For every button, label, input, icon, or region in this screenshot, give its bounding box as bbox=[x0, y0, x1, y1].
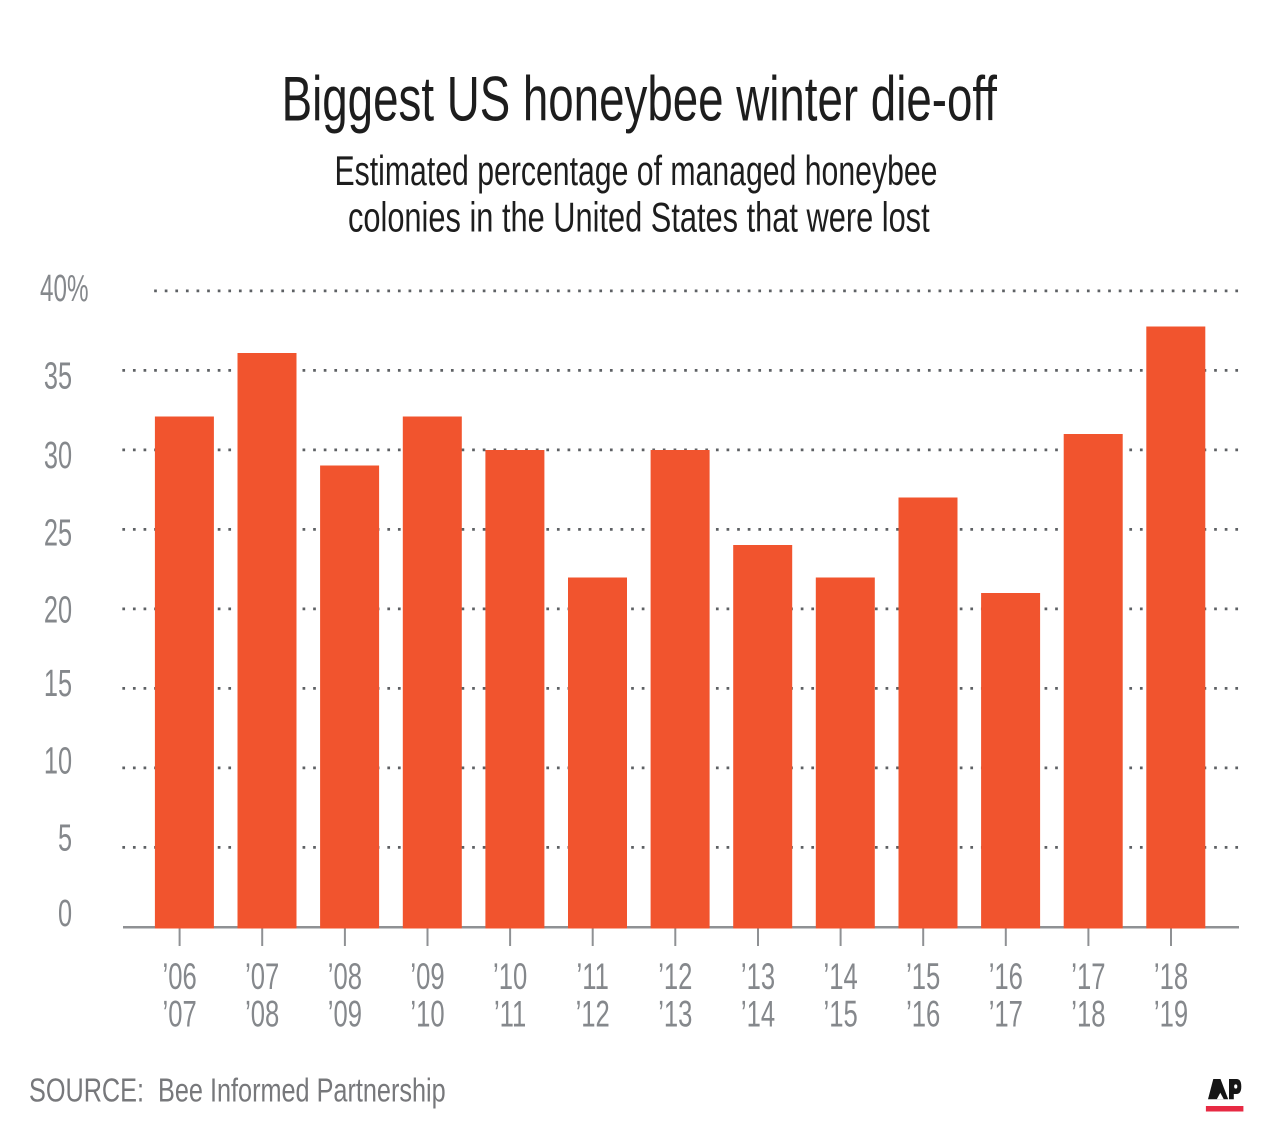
svg-text:’17: ’17 bbox=[1071, 955, 1105, 997]
svg-text:0: 0 bbox=[58, 892, 72, 934]
svg-text:’14: ’14 bbox=[823, 955, 857, 997]
svg-text:’07: ’07 bbox=[245, 955, 279, 997]
svg-text:’10: ’10 bbox=[493, 955, 527, 997]
svg-text:’13: ’13 bbox=[741, 955, 775, 997]
svg-text:’08: ’08 bbox=[328, 955, 362, 997]
svg-text:’17: ’17 bbox=[989, 993, 1023, 1035]
svg-text:30: 30 bbox=[44, 434, 72, 476]
svg-text:’19: ’19 bbox=[1154, 993, 1188, 1035]
svg-text:’18: ’18 bbox=[1071, 993, 1105, 1035]
svg-text:20: 20 bbox=[44, 588, 72, 630]
svg-text:’10: ’10 bbox=[410, 993, 444, 1035]
svg-text:15: 15 bbox=[44, 662, 72, 704]
svg-text:’12: ’12 bbox=[658, 955, 692, 997]
svg-text:’13: ’13 bbox=[658, 993, 692, 1035]
svg-text:colonies in the United States: colonies in the United States that were … bbox=[348, 194, 930, 241]
svg-text:’08: ’08 bbox=[245, 993, 279, 1035]
svg-text:’16: ’16 bbox=[906, 993, 940, 1035]
svg-text:’11: ’11 bbox=[577, 955, 609, 997]
svg-text:40%: 40% bbox=[40, 266, 89, 309]
svg-text:5: 5 bbox=[58, 816, 72, 858]
svg-text:’12: ’12 bbox=[576, 993, 610, 1035]
svg-text:35: 35 bbox=[44, 354, 72, 396]
svg-text:Biggest US honeybee winter die: Biggest US honeybee winter die-off bbox=[282, 63, 998, 134]
svg-text:Estimated percentage of manage: Estimated percentage of managed honeybee bbox=[335, 147, 938, 194]
svg-text:’09: ’09 bbox=[410, 955, 444, 997]
svg-text:’09: ’09 bbox=[328, 993, 362, 1035]
svg-text:’14: ’14 bbox=[741, 993, 775, 1035]
svg-text:’11: ’11 bbox=[494, 993, 526, 1035]
svg-text:’16: ’16 bbox=[989, 955, 1023, 997]
svg-text:’15: ’15 bbox=[906, 955, 940, 997]
svg-text:’07: ’07 bbox=[162, 993, 196, 1035]
svg-text:’15: ’15 bbox=[823, 993, 857, 1035]
svg-text:SOURCE: Bee Informed Partners: SOURCE: Bee Informed Partnership bbox=[29, 1072, 446, 1109]
svg-text:10: 10 bbox=[44, 739, 72, 781]
svg-text:’18: ’18 bbox=[1154, 955, 1188, 997]
svg-text:’06: ’06 bbox=[162, 955, 196, 997]
svg-text:25: 25 bbox=[44, 512, 72, 554]
